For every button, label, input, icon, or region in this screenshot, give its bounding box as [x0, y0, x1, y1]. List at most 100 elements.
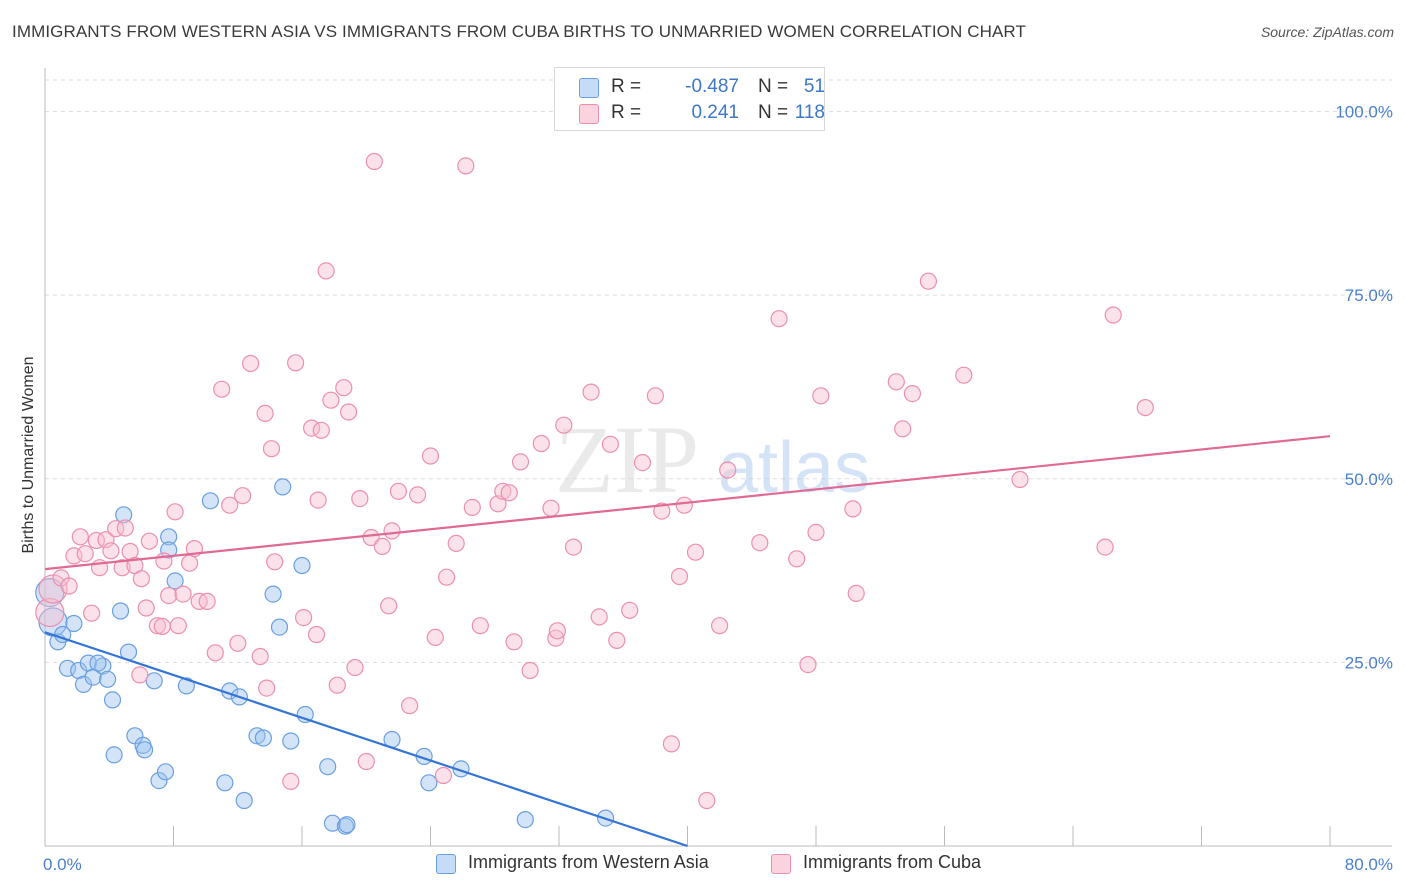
- data-point: [590, 608, 608, 626]
- data-point: [312, 421, 330, 439]
- data-point: [221, 496, 239, 514]
- data-point: [621, 601, 639, 619]
- data-point: [309, 491, 327, 509]
- data-point: [447, 534, 465, 553]
- data-point: [457, 157, 475, 175]
- bottom-legend-swatch-western-asia: [436, 854, 456, 874]
- data-point: [675, 496, 693, 514]
- data-point: [383, 522, 401, 540]
- bottom-legend-swatch-cuba: [771, 854, 791, 874]
- data-point: [160, 541, 178, 559]
- data-point: [698, 791, 716, 810]
- axes: [44, 68, 1392, 847]
- data-point: [166, 503, 184, 521]
- data-point: [274, 478, 292, 496]
- data-point: [844, 500, 862, 518]
- data-point: [319, 758, 337, 776]
- data-point: [307, 625, 326, 644]
- x-tick-label-min: 0.0%: [43, 855, 82, 874]
- data-point: [633, 454, 652, 472]
- trend-line-cuba: [44, 435, 1331, 571]
- data-point: [115, 506, 133, 524]
- data-point: [686, 543, 705, 561]
- legend-r-value-cuba: 0.241: [691, 102, 739, 123]
- data-point: [234, 487, 252, 505]
- data-point: [89, 654, 107, 672]
- data-point: [198, 592, 216, 611]
- series-cuba: [35, 152, 1154, 810]
- data-point: [254, 729, 272, 747]
- data-point: [105, 746, 123, 764]
- data-point: [97, 531, 115, 549]
- y-tick-label: 50.0%: [1345, 470, 1393, 489]
- data-point: [1136, 399, 1154, 417]
- data-point: [955, 366, 973, 384]
- watermark-zip: ZIP: [555, 406, 699, 513]
- data-point: [153, 617, 171, 636]
- legend-swatch-cuba: [579, 104, 599, 124]
- data-point: [60, 577, 78, 595]
- data-point: [113, 559, 131, 577]
- data-point: [160, 528, 178, 546]
- data-point: [156, 763, 175, 781]
- legend-n-value-western-asia: 51: [803, 76, 825, 97]
- legend-n-value-cuba: 118: [794, 102, 825, 123]
- data-point: [103, 691, 122, 709]
- data-point: [111, 602, 130, 620]
- data-point: [542, 499, 560, 517]
- data-point: [788, 550, 806, 568]
- data-point: [710, 617, 729, 635]
- correlation-legend: R = -0.487 N = 51 R = 0.241 N = 118: [554, 67, 825, 131]
- data-point: [148, 617, 166, 635]
- y-axis-label: Births to Unmarried Women: [20, 356, 37, 553]
- data-point: [401, 697, 419, 715]
- data-point: [76, 545, 94, 563]
- data-point: [770, 310, 788, 328]
- data-point: [340, 403, 358, 421]
- data-point: [140, 532, 158, 550]
- legend-r-label: R =: [611, 102, 642, 123]
- legend-r-value-western-asia: -0.487: [685, 76, 739, 97]
- data-point: [608, 631, 626, 650]
- data-point: [132, 570, 150, 588]
- chart-title: IMMIGRANTS FROM WESTERN ASIA VS IMMIGRAN…: [12, 22, 1026, 41]
- data-point: [887, 373, 905, 391]
- data-point: [248, 727, 266, 745]
- data-point: [555, 416, 573, 434]
- data-point: [357, 752, 375, 771]
- series-western-asia: [35, 478, 615, 835]
- data-point: [894, 420, 912, 438]
- data-point: [328, 676, 346, 694]
- data-point: [206, 644, 224, 662]
- data-point: [351, 490, 369, 508]
- bottom-legend-label-western-asia: Immigrants from Western Asia: [468, 852, 709, 872]
- data-point: [438, 568, 456, 586]
- data-point: [65, 614, 83, 633]
- data-point: [177, 677, 195, 695]
- data-point: [516, 810, 534, 829]
- data-point: [181, 554, 199, 572]
- trend-line-western-asia: [44, 631, 688, 848]
- legend-n-label: N =: [758, 76, 789, 97]
- data-point: [346, 658, 364, 677]
- data-point: [35, 597, 65, 628]
- data-point: [380, 597, 398, 615]
- data-point: [235, 791, 253, 810]
- data-point: [107, 520, 125, 538]
- data-point: [38, 574, 68, 604]
- data-point: [136, 741, 154, 759]
- data-point: [389, 482, 407, 500]
- data-point: [847, 584, 865, 603]
- data-point: [511, 453, 530, 471]
- data-point: [82, 604, 101, 622]
- data-point: [229, 634, 247, 652]
- data-point: [471, 617, 489, 635]
- data-point: [919, 272, 938, 290]
- data-point: [338, 816, 356, 834]
- data-point: [295, 608, 313, 627]
- data-point: [365, 152, 383, 171]
- watermark-atlas: atlas: [718, 428, 870, 508]
- data-point: [266, 553, 284, 571]
- data-point: [282, 772, 300, 791]
- data-point: [670, 567, 689, 586]
